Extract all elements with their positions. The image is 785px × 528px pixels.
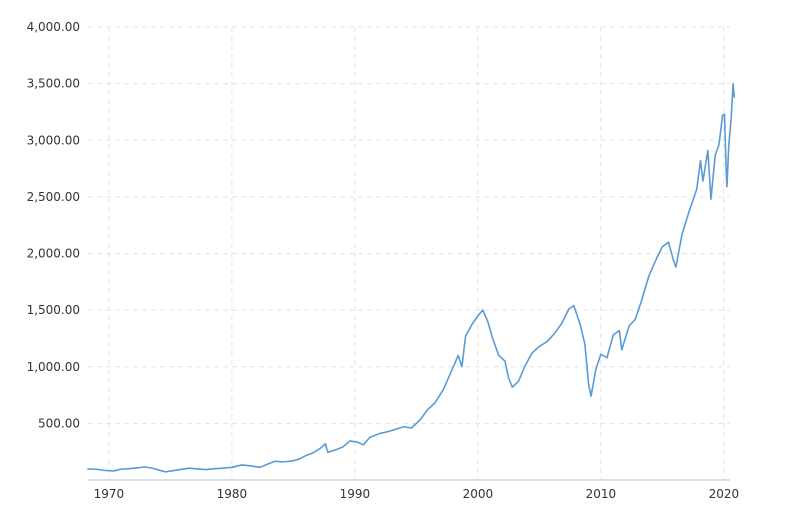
x-tick-label: 2020	[709, 487, 740, 501]
y-tick-label: 3,500.00	[27, 77, 80, 91]
y-axis-labels: 500.00 1,000.00 1,500.00 2,000.00 2,500.00 3,…	[27, 20, 80, 430]
y-tick-label: 2,500.00	[27, 190, 80, 204]
y-tick-label: 1,500.00	[27, 303, 80, 317]
x-tick-label: 2000	[463, 487, 494, 501]
x-axis-labels: 1970 1980 1990 2000 2010 2020	[94, 487, 739, 501]
series-line	[87, 82, 736, 473]
series-group	[87, 82, 736, 473]
x-tick-label: 1990	[340, 487, 371, 501]
y-tick-label: 4,000.00	[27, 20, 80, 34]
y-tick-label: 3,000.00	[27, 133, 80, 147]
grid-lines	[88, 26, 730, 480]
x-tick-label: 1980	[217, 487, 248, 501]
x-tick-label: 2010	[586, 487, 617, 501]
y-tick-label: 2,000.00	[27, 247, 80, 261]
x-tick-label: 1970	[94, 487, 125, 501]
y-tick-label: 1,000.00	[27, 360, 80, 374]
y-tick-label: 500.00	[38, 416, 80, 430]
